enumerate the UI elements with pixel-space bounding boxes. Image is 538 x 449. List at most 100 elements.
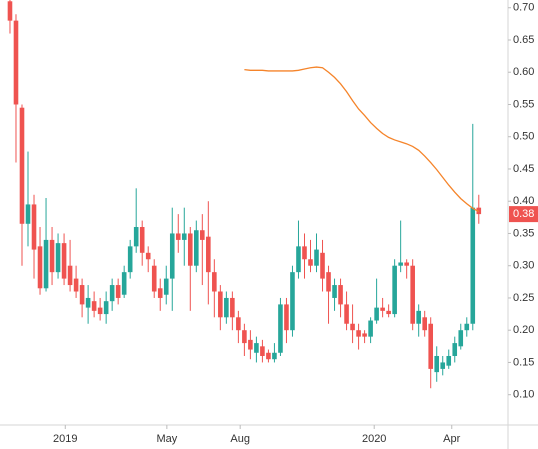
- candle-body: [242, 330, 247, 344]
- candle-body: [452, 343, 458, 356]
- candle-body: [368, 320, 373, 337]
- candle-body: [308, 259, 313, 266]
- y-tick-label: 0.55: [513, 98, 534, 110]
- y-tick-label: 0.15: [513, 356, 534, 368]
- y-tick-label: 0.10: [513, 389, 534, 401]
- x-tick-label: Apr: [443, 433, 460, 445]
- candle-body: [320, 252, 325, 279]
- candle-body: [67, 265, 73, 286]
- candle-body: [49, 239, 55, 273]
- candle-body: [440, 362, 446, 369]
- candle-body: [19, 107, 25, 224]
- candle-body: [115, 285, 121, 298]
- last-price-label: 0.38: [513, 208, 534, 220]
- candle-body: [169, 233, 175, 279]
- candle-body: [61, 243, 67, 279]
- candle-body: [332, 285, 337, 298]
- candle-body: [380, 307, 385, 311]
- candle-body: [187, 233, 193, 266]
- candle-body: [139, 227, 145, 253]
- y-tick-label: 0.60: [513, 66, 534, 78]
- candle-body: [314, 249, 319, 266]
- candle-body: [163, 278, 169, 295]
- candle-body: [416, 310, 421, 324]
- candle-body: [404, 262, 409, 266]
- candle-body: [326, 272, 331, 292]
- candle-body: [79, 285, 85, 305]
- candle-body: [410, 265, 415, 324]
- candle-body: [151, 265, 157, 292]
- candle-body: [272, 352, 277, 360]
- candle-body: [25, 204, 31, 224]
- candle-body: [91, 301, 97, 311]
- candle-body: [206, 236, 211, 273]
- candle-body: [464, 323, 470, 331]
- x-tick-label: 2019: [53, 433, 77, 445]
- candle-body: [470, 207, 476, 324]
- candle-body: [344, 304, 349, 324]
- last-price-box: [509, 206, 538, 223]
- y-tick-label: 0.35: [513, 227, 534, 239]
- candle-body: [13, 20, 19, 105]
- candle-body: [254, 343, 259, 353]
- y-tick-label: 0.50: [513, 131, 534, 143]
- candle-body: [133, 227, 139, 247]
- candle-body: [37, 246, 43, 289]
- candle-body: [302, 246, 307, 260]
- candle-body: [200, 230, 205, 240]
- candle-body: [212, 272, 217, 292]
- candle-body: [260, 346, 265, 356]
- y-tick-label: 0.25: [513, 292, 534, 304]
- x-tick-label: Aug: [230, 433, 250, 445]
- y-tick-label: 0.70: [513, 2, 534, 14]
- candle-body: [145, 252, 151, 260]
- y-tick-label: 0.30: [513, 260, 534, 272]
- x-tick-label: May: [156, 433, 177, 445]
- candle-body: [127, 246, 133, 273]
- candle-body: [386, 310, 391, 315]
- candle-body: [157, 288, 163, 298]
- y-tick-label: 0.20: [513, 324, 534, 336]
- candle-body: [230, 297, 235, 318]
- candle-body: [121, 272, 127, 295]
- candle-body: [218, 291, 223, 318]
- candle-body: [236, 317, 241, 331]
- candle-body: [175, 233, 181, 240]
- candle-body: [55, 243, 61, 273]
- candle-body: [7, 1, 13, 21]
- y-tick-label: 0.45: [513, 163, 534, 175]
- candle-body: [362, 333, 367, 337]
- candle-body: [398, 262, 403, 266]
- candle-body: [434, 355, 440, 373]
- candle-body: [85, 297, 91, 308]
- candle-body: [97, 307, 103, 315]
- candle-body: [422, 317, 427, 331]
- x-tick-label: 2020: [362, 433, 386, 445]
- candle-body: [350, 323, 355, 331]
- candle-body: [428, 323, 434, 369]
- candle-body: [278, 304, 283, 353]
- candle-body: [392, 265, 397, 315]
- y-tick-label: 0.65: [513, 34, 534, 46]
- candle-body: [181, 233, 187, 240]
- candle-body: [458, 330, 464, 347]
- candle-body: [109, 285, 115, 302]
- y-tick-label: 0.40: [513, 195, 534, 207]
- candle-body: [103, 301, 109, 315]
- candle-body: [374, 307, 379, 321]
- candle-body: [446, 355, 452, 366]
- candle-body: [224, 297, 229, 318]
- candle-body: [266, 352, 271, 360]
- candle-body: [284, 304, 289, 331]
- candle-body: [31, 204, 37, 250]
- candle-body: [338, 285, 343, 305]
- candle-body: [43, 239, 49, 289]
- moving-average: [244, 66, 480, 213]
- candle-body: [248, 339, 253, 350]
- candle-body: [296, 246, 301, 273]
- candle-body: [290, 272, 295, 331]
- candle-body: [194, 230, 199, 266]
- candle-body: [356, 330, 361, 337]
- candle-body: [73, 278, 79, 292]
